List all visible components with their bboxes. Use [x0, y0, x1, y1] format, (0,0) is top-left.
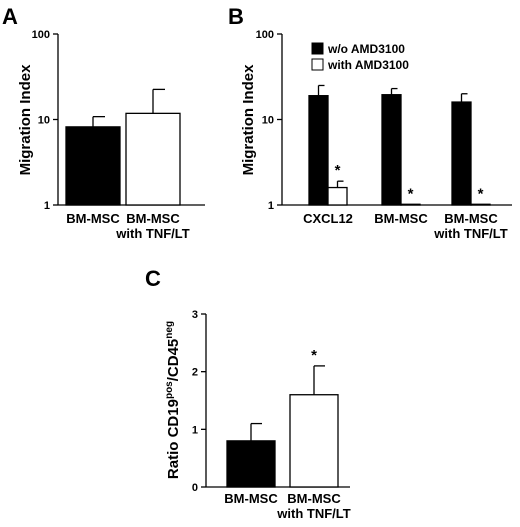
- panel-b-bar-with-amd3100: [470, 203, 491, 206]
- panel-a-y-tick-label: 10: [38, 115, 50, 127]
- panel-b-x-tick-label: CXCL12: [303, 211, 353, 226]
- panel-c-letter: C: [145, 266, 161, 291]
- panel-c-y-axis-label: Ratio CD19pos/CD45neg: [164, 321, 182, 479]
- panel-b-significance-star: *: [408, 185, 414, 202]
- panel-b-x-tick-label: BM-MSC: [444, 211, 498, 226]
- panel-b-significance-star: *: [335, 162, 341, 179]
- panel-c-bar: [289, 394, 339, 488]
- panel-b-bar-with-amd3100: [400, 203, 421, 206]
- panel-b-bar-with-amd3100: [327, 186, 348, 206]
- panel-c-x-tick-label: BM-MSC: [224, 491, 278, 506]
- legend-swatch-without-amd3100: [311, 42, 324, 55]
- panel-a-letter: A: [2, 4, 18, 29]
- panel-b-x-tick-label: BM-MSC: [374, 211, 428, 226]
- panel-a-bar: [125, 112, 181, 206]
- panel-b: B Migration Index 1 10 100 * CXCL12 * BM-MSC * B…: [228, 4, 512, 241]
- panel-a: A Migration Index 1 10 100 BM-MSC BM-MSCwith…: [2, 4, 205, 241]
- panel-c-y-tick-label: 3: [192, 309, 198, 321]
- panel-b-y-tick-label: 100: [256, 29, 274, 41]
- panel-b-bar-without-amd3100: [451, 101, 472, 206]
- panel-b-y-axis-label: Migration Index: [240, 64, 257, 175]
- panel-c-y-tick-label: 0: [192, 482, 198, 494]
- panel-b-y-tick-label: 10: [262, 115, 274, 127]
- panel-b-bar-without-amd3100: [381, 94, 402, 206]
- legend-label-with-amd3100: with AMD3100: [327, 58, 409, 72]
- legend-label-without-amd3100: w/o AMD3100: [327, 42, 405, 56]
- panel-a-bar: [65, 126, 121, 206]
- panel-b-legend: w/o AMD3100 with AMD3100: [311, 42, 409, 72]
- panel-a-y-tick-label: 100: [32, 29, 50, 41]
- panel-b-bar-without-amd3100: [308, 95, 329, 206]
- panel-a-y-tick-label: 1: [44, 200, 50, 212]
- panel-a-x-tick-label: with TNF/LT: [115, 226, 189, 241]
- panel-c-y-tick-label: 2: [192, 367, 198, 379]
- panel-b-significance-star: *: [478, 185, 484, 202]
- panel-c-bar: [226, 440, 276, 488]
- panel-a-x-tick-label: BM-MSC: [66, 211, 120, 226]
- panel-b-y-tick-label: 1: [268, 200, 274, 212]
- panel-c: C Ratio CD19pos/CD45neg 0 1 2 3 BM-MSC * BM-MS…: [145, 266, 351, 521]
- panel-c-significance-star: *: [311, 347, 317, 364]
- panel-b-x-tick-label: with TNF/LT: [433, 226, 507, 241]
- legend-swatch-with-amd3100: [311, 58, 324, 71]
- panel-b-letter: B: [228, 4, 244, 29]
- panel-c-y-tick-label: 1: [192, 424, 198, 436]
- panel-a-y-axis-label: Migration Index: [17, 64, 34, 175]
- panel-a-x-tick-label: BM-MSC: [126, 211, 180, 226]
- panel-c-x-tick-label: with TNF/LT: [276, 506, 350, 521]
- panel-c-x-tick-label: BM-MSC: [287, 491, 341, 506]
